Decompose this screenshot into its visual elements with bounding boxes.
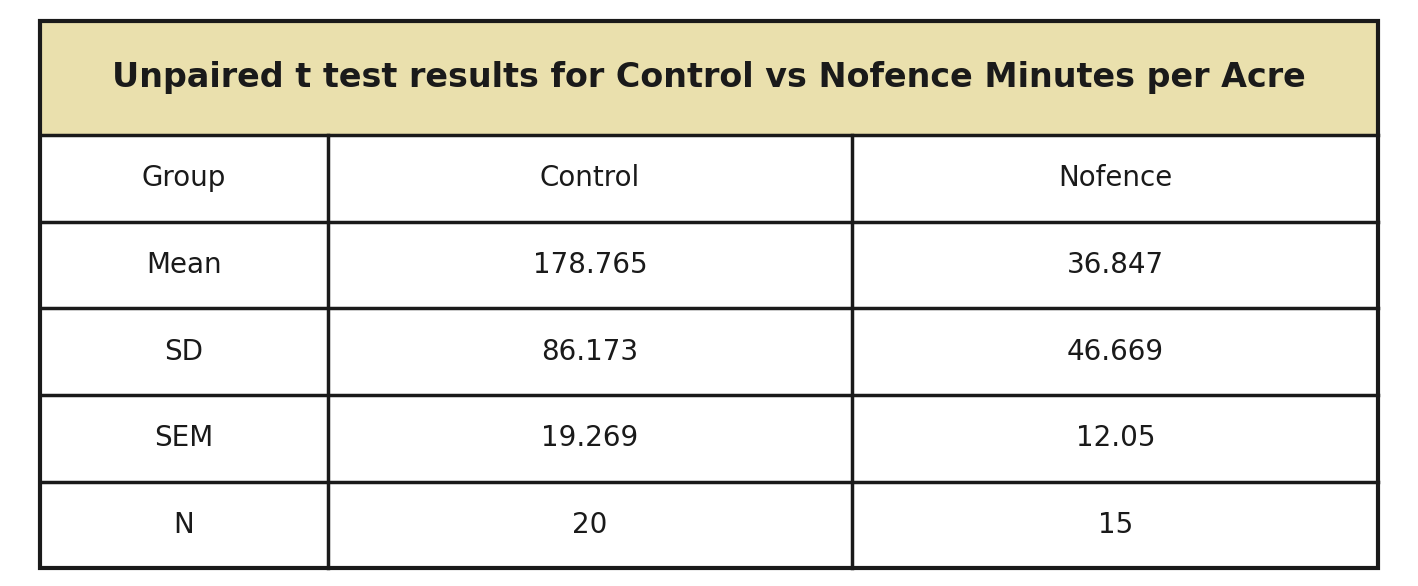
Text: SD: SD: [164, 338, 203, 366]
Text: Mean: Mean: [146, 251, 221, 279]
Bar: [40, 21, 1378, 135]
Text: Group: Group: [142, 164, 225, 192]
Text: 20: 20: [573, 511, 607, 539]
Text: 86.173: 86.173: [542, 338, 638, 366]
Text: N: N: [173, 511, 194, 539]
Text: 46.669: 46.669: [1066, 338, 1164, 366]
Text: 19.269: 19.269: [542, 424, 638, 452]
Text: SEM: SEM: [155, 424, 213, 452]
Text: Nofence: Nofence: [1058, 164, 1173, 192]
Text: 15: 15: [1098, 511, 1133, 539]
Text: 178.765: 178.765: [533, 251, 647, 279]
Text: 36.847: 36.847: [1066, 251, 1164, 279]
Text: Unpaired t test results for Control vs Nofence Minutes per Acre: Unpaired t test results for Control vs N…: [112, 61, 1306, 94]
Text: Control: Control: [540, 164, 640, 192]
Text: 12.05: 12.05: [1075, 424, 1156, 452]
